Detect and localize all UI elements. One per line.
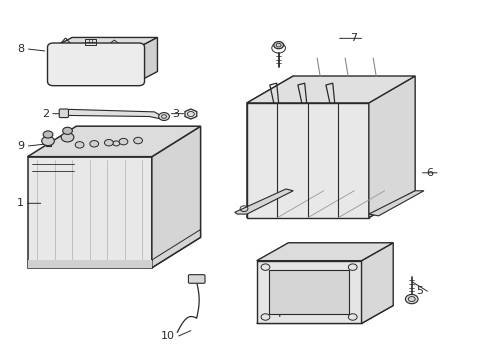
Text: 1: 1 — [17, 198, 23, 208]
Text: 8: 8 — [18, 44, 24, 54]
Text: 7: 7 — [350, 33, 357, 43]
Bar — [85, 39, 96, 45]
Polygon shape — [246, 76, 414, 103]
Polygon shape — [184, 109, 196, 119]
Text: 4: 4 — [274, 310, 282, 319]
Polygon shape — [53, 37, 157, 47]
Circle shape — [62, 127, 72, 134]
Polygon shape — [246, 103, 368, 218]
Polygon shape — [368, 76, 414, 218]
Polygon shape — [139, 37, 157, 81]
Polygon shape — [246, 191, 414, 218]
Bar — [27, 260, 152, 268]
Text: 6: 6 — [426, 168, 432, 178]
Polygon shape — [256, 261, 361, 323]
Circle shape — [43, 131, 53, 138]
Circle shape — [41, 136, 54, 145]
Text: 2: 2 — [42, 109, 49, 119]
Circle shape — [133, 137, 142, 144]
FancyBboxPatch shape — [59, 109, 68, 118]
Text: 10: 10 — [161, 331, 174, 341]
Circle shape — [158, 113, 169, 121]
Circle shape — [90, 140, 99, 147]
Polygon shape — [27, 157, 152, 268]
FancyBboxPatch shape — [188, 275, 204, 283]
Polygon shape — [256, 306, 392, 323]
Polygon shape — [234, 189, 293, 214]
FancyBboxPatch shape — [47, 43, 144, 86]
Polygon shape — [246, 76, 293, 218]
Polygon shape — [361, 243, 392, 323]
Polygon shape — [27, 126, 200, 157]
Polygon shape — [66, 109, 163, 119]
Circle shape — [405, 294, 417, 304]
Text: 3: 3 — [172, 109, 179, 119]
Bar — [268, 270, 348, 315]
Circle shape — [119, 138, 127, 145]
Bar — [45, 140, 51, 146]
Circle shape — [75, 141, 84, 148]
Circle shape — [273, 41, 283, 49]
Polygon shape — [152, 126, 200, 268]
Circle shape — [61, 132, 74, 142]
Text: 9: 9 — [18, 141, 24, 151]
Circle shape — [104, 139, 113, 146]
Circle shape — [113, 141, 120, 146]
Text: 5: 5 — [416, 286, 423, 296]
Polygon shape — [368, 191, 423, 216]
Polygon shape — [256, 243, 392, 261]
